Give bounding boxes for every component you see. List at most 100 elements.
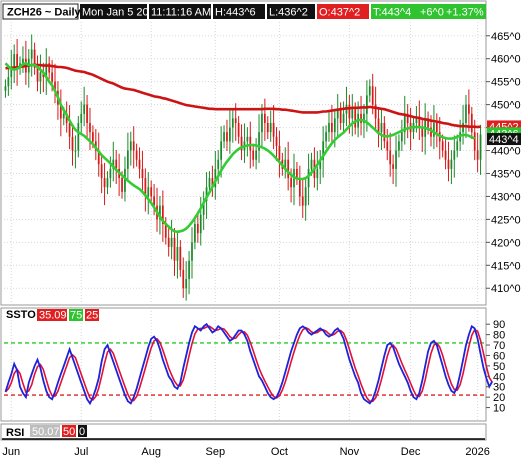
header-low: L:436^2 bbox=[269, 7, 308, 19]
candle-body bbox=[468, 104, 470, 114]
x-axis-label: Oct bbox=[271, 446, 288, 458]
candle-body bbox=[400, 132, 403, 142]
candle-body bbox=[86, 104, 88, 123]
candle-body bbox=[261, 113, 263, 133]
candle-body bbox=[223, 132, 225, 142]
price-tick-label: 440^0 bbox=[491, 146, 521, 158]
candle-body bbox=[456, 141, 459, 151]
rsi-lower-value: 0 bbox=[79, 426, 85, 438]
ssto-third-box bbox=[85, 309, 99, 321]
candle-body bbox=[383, 122, 386, 142]
x-axis-label: Jun bbox=[2, 446, 20, 458]
candle-body bbox=[173, 237, 176, 261]
candle-body bbox=[147, 187, 150, 197]
candle-body bbox=[333, 118, 336, 133]
candle-body bbox=[80, 113, 83, 123]
rsi-legend: RSI 50.07 50 0 bbox=[6, 425, 87, 439]
candle-body bbox=[363, 113, 365, 123]
candle-body bbox=[322, 141, 325, 160]
candle-body bbox=[214, 168, 217, 188]
candle-body bbox=[462, 122, 464, 133]
rsi-panel-frame bbox=[0, 423, 487, 441]
candle-body bbox=[205, 187, 208, 202]
candle-body bbox=[450, 159, 453, 169]
price-tag-label: 443^4 bbox=[489, 134, 519, 146]
candle-body bbox=[109, 168, 112, 179]
candle-body bbox=[217, 159, 220, 169]
candle-body bbox=[22, 58, 24, 64]
candle-body bbox=[74, 150, 77, 152]
candle-body bbox=[476, 150, 479, 160]
candle-body bbox=[164, 223, 167, 238]
price-tag-box bbox=[487, 133, 521, 146]
ssto-tick-label: 40 bbox=[493, 371, 505, 383]
candle-body bbox=[159, 205, 161, 220]
candle-body bbox=[30, 49, 33, 59]
candle-body bbox=[10, 67, 13, 78]
header-last: T:443^4 bbox=[373, 7, 411, 19]
candle-body bbox=[278, 145, 281, 160]
ssto-third-value: 25 bbox=[86, 310, 98, 322]
candle-body bbox=[153, 196, 155, 206]
price-tick-label: 460^0 bbox=[491, 54, 521, 66]
x-axis-label: Dec bbox=[401, 446, 421, 458]
candle-body bbox=[150, 187, 153, 197]
candle-body bbox=[272, 122, 275, 137]
candle-body bbox=[33, 49, 36, 68]
header-high: H:443^6 bbox=[215, 7, 256, 19]
price-tick-label: 420^0 bbox=[491, 237, 521, 249]
ssto-tick-label: 30 bbox=[493, 382, 505, 394]
candle-body bbox=[433, 122, 435, 137]
candle-body bbox=[374, 104, 377, 119]
ssto-label: SSTO bbox=[6, 309, 36, 321]
candle-body bbox=[331, 122, 333, 133]
candle-body bbox=[269, 122, 272, 133]
candle-body bbox=[368, 86, 371, 96]
candle-body bbox=[59, 104, 62, 119]
candle-body bbox=[45, 63, 48, 78]
candle-body bbox=[380, 122, 383, 133]
candle-body bbox=[441, 141, 444, 151]
candle-body bbox=[170, 237, 173, 247]
candle-body bbox=[234, 118, 237, 123]
candle-body bbox=[185, 279, 188, 289]
ssto-d-value: 75 bbox=[70, 310, 82, 322]
ssto-panel-frame bbox=[0, 307, 487, 422]
price-tick-label: 430^0 bbox=[491, 191, 521, 203]
candle-body bbox=[395, 150, 397, 169]
candle-body bbox=[465, 104, 467, 123]
header-high-box bbox=[213, 4, 265, 19]
header-low-box bbox=[267, 4, 315, 19]
x-axis-label: Aug bbox=[141, 446, 161, 458]
rsi-value: 50.07 bbox=[32, 426, 60, 438]
chart-header: ZCH26 ~ Daily Mon Jan 5 2026 11:11:16 AM… bbox=[2, 3, 486, 20]
candle-body bbox=[351, 109, 354, 119]
candle-body bbox=[39, 72, 42, 82]
ssto-k-box bbox=[37, 309, 67, 321]
candle-body bbox=[392, 164, 394, 169]
header-last-box bbox=[371, 4, 486, 19]
x-axis-label: Nov bbox=[340, 446, 360, 458]
candle-body bbox=[444, 150, 447, 160]
candle-body bbox=[421, 127, 424, 137]
ssto-tick-label: 20 bbox=[493, 392, 505, 404]
candle-body bbox=[365, 95, 368, 114]
rsi-lower-box bbox=[78, 425, 87, 437]
candle-body bbox=[284, 159, 287, 169]
ssto-d-box bbox=[69, 309, 83, 321]
price-tick-label: 410^0 bbox=[491, 283, 521, 295]
ssto-d-line bbox=[4, 325, 493, 403]
x-axis-label: Sep bbox=[206, 446, 226, 458]
header-change: +6^0 bbox=[420, 7, 444, 19]
candle-body bbox=[339, 109, 342, 123]
candle-body bbox=[176, 246, 179, 261]
candle-body bbox=[13, 54, 16, 68]
x-axis-label: Jul bbox=[74, 446, 88, 458]
ssto-tick-label: 90 bbox=[493, 319, 505, 331]
ssto-tick-label: 80 bbox=[493, 330, 505, 342]
candle-body bbox=[266, 122, 269, 133]
candle-body bbox=[129, 141, 132, 151]
candle-body bbox=[202, 201, 205, 215]
rsi-label: RSI bbox=[6, 427, 24, 439]
